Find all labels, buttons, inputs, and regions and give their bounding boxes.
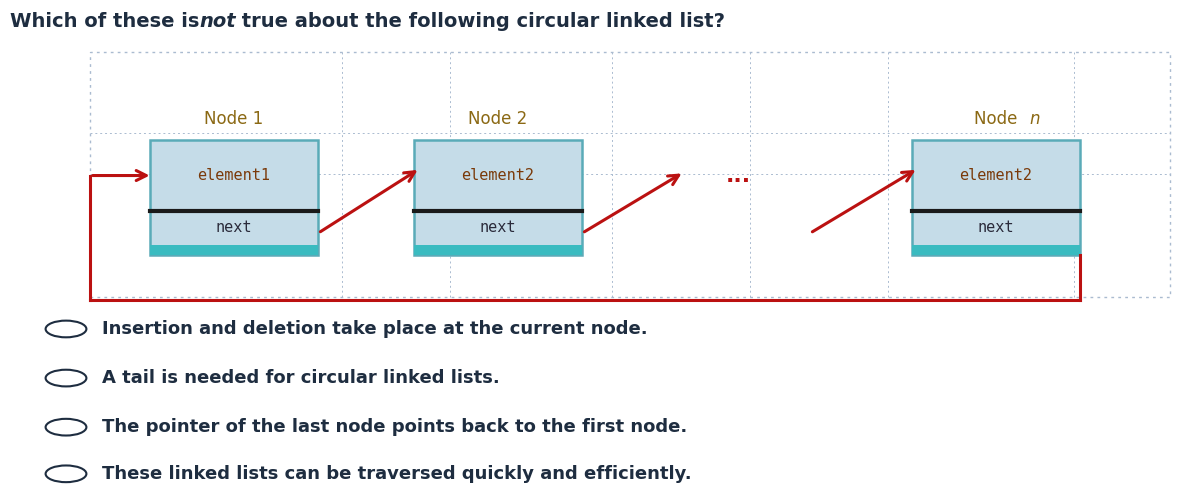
Text: Node 2: Node 2 bbox=[468, 109, 528, 128]
FancyBboxPatch shape bbox=[912, 211, 1080, 255]
Text: not: not bbox=[199, 12, 236, 31]
Text: element2: element2 bbox=[462, 168, 534, 183]
Text: n: n bbox=[1030, 109, 1040, 128]
Text: element1: element1 bbox=[198, 168, 270, 183]
FancyBboxPatch shape bbox=[414, 140, 582, 211]
Text: next: next bbox=[216, 220, 252, 235]
Text: A tail is needed for circular linked lists.: A tail is needed for circular linked lis… bbox=[102, 369, 499, 387]
FancyBboxPatch shape bbox=[912, 245, 1080, 255]
Text: These linked lists can be traversed quickly and efficiently.: These linked lists can be traversed quic… bbox=[102, 465, 691, 483]
FancyBboxPatch shape bbox=[414, 245, 582, 255]
FancyBboxPatch shape bbox=[150, 211, 318, 255]
Text: Node 1: Node 1 bbox=[204, 109, 264, 128]
Text: Which of these is: Which of these is bbox=[10, 12, 205, 31]
Text: ...: ... bbox=[726, 165, 750, 186]
FancyBboxPatch shape bbox=[414, 211, 582, 255]
Text: element2: element2 bbox=[960, 168, 1032, 183]
Text: true about the following circular linked list?: true about the following circular linked… bbox=[235, 12, 725, 31]
Text: next: next bbox=[978, 220, 1014, 235]
Text: Node: Node bbox=[974, 109, 1024, 128]
Text: Insertion and deletion take place at the current node.: Insertion and deletion take place at the… bbox=[102, 320, 648, 338]
Text: next: next bbox=[480, 220, 516, 235]
FancyBboxPatch shape bbox=[150, 140, 318, 211]
FancyBboxPatch shape bbox=[150, 245, 318, 255]
Text: The pointer of the last node points back to the first node.: The pointer of the last node points back… bbox=[102, 418, 688, 436]
FancyBboxPatch shape bbox=[912, 140, 1080, 211]
